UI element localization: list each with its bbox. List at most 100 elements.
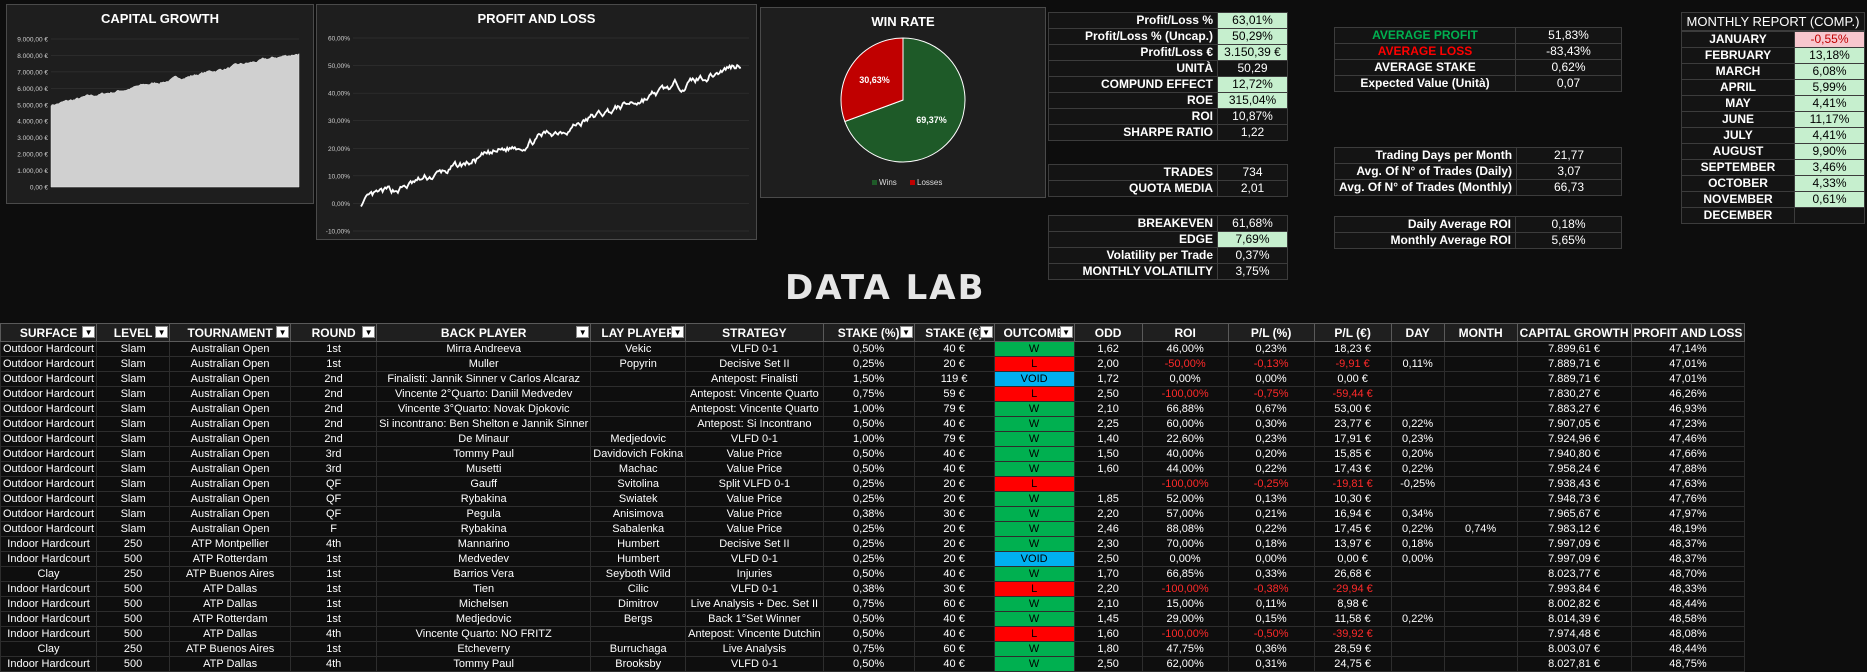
table-cell[interactable]	[1443, 656, 1518, 672]
table-cell[interactable]: Si incontrano: Ben Shelton e Jannik Sinn…	[376, 416, 592, 432]
table-cell[interactable]: 1,80	[1073, 641, 1143, 657]
table-cell[interactable]: W	[993, 641, 1075, 657]
table-cell[interactable]: Machac	[590, 461, 687, 477]
table-cell[interactable]: 0,21%	[1227, 506, 1315, 522]
table-cell[interactable]: 1st	[290, 581, 378, 597]
table-cell[interactable]: Outdoor Hardcourt	[0, 401, 98, 417]
table-cell[interactable]: Australian Open	[169, 491, 292, 507]
table-cell[interactable]	[590, 401, 687, 417]
table-cell[interactable]: 4th	[290, 626, 378, 642]
table-cell[interactable]: 0,00%	[1141, 551, 1229, 567]
table-cell[interactable]	[1390, 491, 1445, 507]
table-cell[interactable]: 0,50%	[822, 416, 915, 432]
table-cell[interactable]: -0,13%	[1227, 356, 1315, 372]
table-cell[interactable]: Split VLFD 0-1	[685, 476, 824, 492]
table-cell[interactable]: 250	[96, 536, 171, 552]
table-cell[interactable]: W	[993, 416, 1075, 432]
table-cell[interactable]: 8.023,77 €	[1516, 566, 1632, 582]
table-cell[interactable]: 1st	[290, 566, 378, 582]
table-cell[interactable]: 1st	[290, 641, 378, 657]
filter-dropdown-icon[interactable]: ▼	[979, 326, 993, 338]
table-cell[interactable]: Indoor Hardcourt	[0, 656, 98, 672]
table-cell[interactable]: 500	[96, 596, 171, 612]
table-cell[interactable]: ATP Dallas	[169, 656, 292, 672]
table-cell[interactable]: 1,60	[1073, 626, 1143, 642]
table-cell[interactable]: 47,23%	[1630, 416, 1746, 432]
table-cell[interactable]: 16,94 €	[1313, 506, 1392, 522]
table-cell[interactable]: ATP Dallas	[169, 581, 292, 597]
table-cell[interactable]: -0,75%	[1227, 386, 1315, 402]
table-cell[interactable]: 47,66%	[1630, 446, 1746, 462]
column-header[interactable]: STRATEGY	[685, 323, 824, 342]
table-cell[interactable]: 24,75 €	[1313, 656, 1392, 672]
table-cell[interactable]: 0,50%	[822, 446, 915, 462]
table-cell[interactable]: 0,74%	[1443, 521, 1518, 537]
table-cell[interactable]: 20 €	[913, 536, 995, 552]
table-cell[interactable]: 250	[96, 566, 171, 582]
table-cell[interactable]: 7.974,48 €	[1516, 626, 1632, 642]
table-cell[interactable]	[1443, 386, 1518, 402]
table-cell[interactable]: Indoor Hardcourt	[0, 536, 98, 552]
table-cell[interactable]: Australian Open	[169, 506, 292, 522]
table-cell[interactable]: Australian Open	[169, 476, 292, 492]
table-cell[interactable]: Slam	[96, 416, 171, 432]
table-cell[interactable]: -100,00%	[1141, 581, 1229, 597]
table-cell[interactable]: Gauff	[376, 476, 592, 492]
table-cell[interactable]: 0,11%	[1390, 356, 1445, 372]
table-cell[interactable]: 60,00%	[1141, 416, 1229, 432]
table-cell[interactable]: 8.027,81 €	[1516, 656, 1632, 672]
table-cell[interactable]: Australian Open	[169, 401, 292, 417]
table-cell[interactable]: 60 €	[913, 641, 995, 657]
table-cell[interactable]: 13,97 €	[1313, 536, 1392, 552]
table-cell[interactable]: 2,20	[1073, 506, 1143, 522]
table-cell[interactable]	[1390, 656, 1445, 672]
table-cell[interactable]: Injuries	[685, 566, 824, 582]
table-cell[interactable]: 0,18%	[1390, 536, 1445, 552]
table-cell[interactable]: Medvedev	[376, 551, 592, 567]
table-cell[interactable]: -100,00%	[1141, 476, 1229, 492]
table-cell[interactable]: QF	[290, 476, 378, 492]
table-cell[interactable]: 1,70	[1073, 566, 1143, 582]
table-cell[interactable]: 40 €	[913, 461, 995, 477]
table-cell[interactable]: 40 €	[913, 566, 995, 582]
filter-dropdown-icon[interactable]: ▼	[276, 326, 290, 338]
table-cell[interactable]: 0,36%	[1227, 641, 1315, 657]
table-cell[interactable]: Slam	[96, 401, 171, 417]
table-cell[interactable]: 40 €	[913, 656, 995, 672]
table-cell[interactable]: W	[993, 536, 1075, 552]
table-cell[interactable]	[1073, 476, 1143, 492]
table-cell[interactable]	[1443, 536, 1518, 552]
table-cell[interactable]: Value Price	[685, 521, 824, 537]
table-cell[interactable]: -19,81 €	[1313, 476, 1392, 492]
table-cell[interactable]: W	[993, 566, 1075, 582]
table-cell[interactable]: 0,22%	[1390, 416, 1445, 432]
table-cell[interactable]: 1,45	[1073, 611, 1143, 627]
table-cell[interactable]: 500	[96, 626, 171, 642]
table-cell[interactable]	[1390, 566, 1445, 582]
table-cell[interactable]: Back 1°Set Winner	[685, 611, 824, 627]
table-cell[interactable]: -29,94 €	[1313, 581, 1392, 597]
table-cell[interactable]: 2nd	[290, 386, 378, 402]
table-cell[interactable]: 47,01%	[1630, 371, 1746, 387]
table-cell[interactable]: -59,44 €	[1313, 386, 1392, 402]
table-cell[interactable]: Dimitrov	[590, 596, 687, 612]
table-cell[interactable]: 20 €	[913, 521, 995, 537]
table-cell[interactable]: Barrios Vera	[376, 566, 592, 582]
table-cell[interactable]: 48,19%	[1630, 521, 1746, 537]
table-cell[interactable]: 29,00%	[1141, 611, 1229, 627]
table-cell[interactable]: 0,22%	[1390, 611, 1445, 627]
table-cell[interactable]: 2nd	[290, 416, 378, 432]
table-cell[interactable]: 0,00%	[1141, 371, 1229, 387]
table-cell[interactable]: 47,01%	[1630, 356, 1746, 372]
table-cell[interactable]: Value Price	[685, 446, 824, 462]
table-cell[interactable]: VLFD 0-1	[685, 551, 824, 567]
table-cell[interactable]: Australian Open	[169, 461, 292, 477]
table-cell[interactable]: 3rd	[290, 461, 378, 477]
table-cell[interactable]: -9,91 €	[1313, 356, 1392, 372]
table-cell[interactable]: 0,23%	[1227, 341, 1315, 357]
table-cell[interactable]: 48,37%	[1630, 551, 1746, 567]
table-cell[interactable]: 17,45 €	[1313, 521, 1392, 537]
table-cell[interactable]: Medjedovic	[590, 431, 687, 447]
table-cell[interactable]: Slam	[96, 521, 171, 537]
table-cell[interactable]: 0,00%	[1390, 551, 1445, 567]
